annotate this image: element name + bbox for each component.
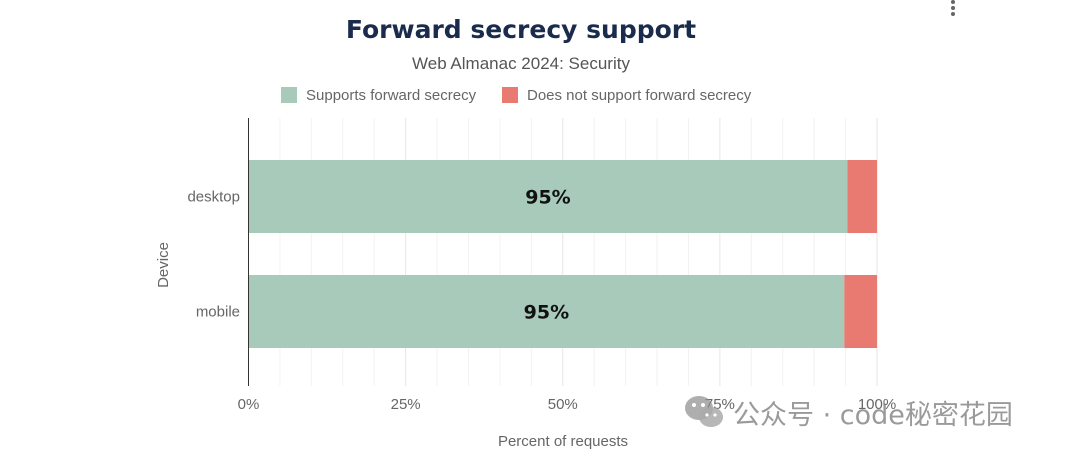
- chart-subtitle: Web Almanac 2024: Security: [412, 54, 630, 73]
- legend-swatch: [502, 87, 518, 103]
- watermark: 公众号 · code秘密花园: [683, 392, 1013, 432]
- y-tick-label: mobile: [196, 304, 240, 321]
- legend-label: Supports forward secrecy: [306, 87, 477, 104]
- bar-segment[interactable]: [248, 160, 848, 233]
- bars: 95% 95%: [248, 160, 877, 348]
- y-tick-label: desktop: [187, 189, 240, 206]
- legend-item[interactable]: Does not support forward secrecy: [502, 87, 752, 104]
- bar-data-label: 95%: [525, 187, 570, 209]
- bar-segment[interactable]: [844, 275, 877, 348]
- wechat-icon: [685, 396, 723, 427]
- x-axis-ticks: 0% 25% 50% 75% 100%: [238, 396, 897, 413]
- watermark-text: 公众号 · code秘密花园: [733, 399, 1013, 431]
- more-vertical-icon[interactable]: [945, 0, 961, 16]
- bar-segment[interactable]: [248, 275, 845, 348]
- x-tick-label: 100%: [858, 396, 896, 413]
- chart-title: Forward secrecy support: [346, 15, 696, 44]
- y-axis-title: Device: [155, 242, 172, 288]
- x-axis-title: Percent of requests: [498, 433, 628, 450]
- x-tick-label: 0%: [238, 396, 260, 413]
- legend-label: Does not support forward secrecy: [527, 87, 752, 104]
- x-tick-label: 25%: [391, 396, 421, 413]
- legend-item[interactable]: Supports forward secrecy: [281, 87, 477, 104]
- bar-data-label: 95%: [524, 302, 569, 324]
- y-axis-ticks: desktop mobile: [187, 189, 240, 321]
- legend-swatch: [281, 87, 297, 103]
- x-tick-label: 50%: [548, 396, 578, 413]
- legend: Supports forward secrecy Does not support…: [281, 87, 752, 104]
- bar-segment[interactable]: [847, 160, 877, 233]
